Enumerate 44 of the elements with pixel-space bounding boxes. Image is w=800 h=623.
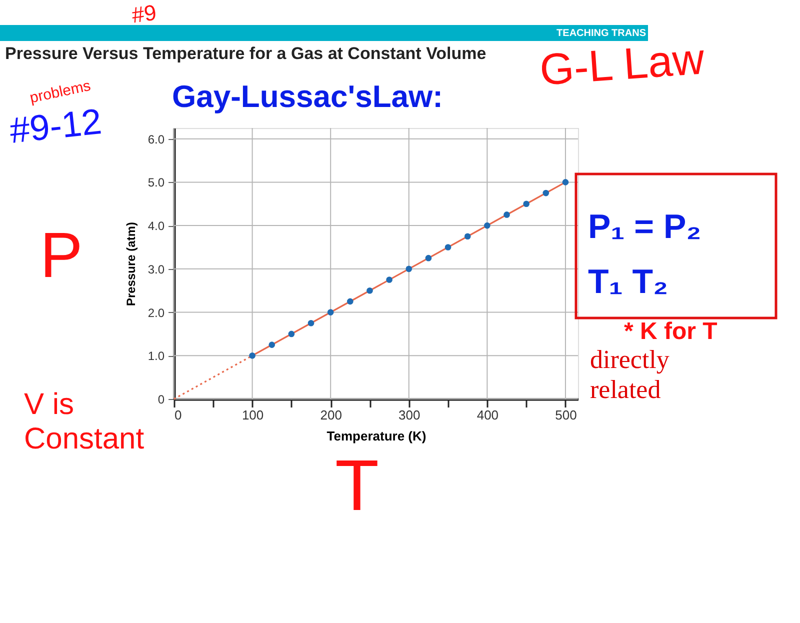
point bbox=[523, 200, 530, 208]
point bbox=[249, 352, 256, 359]
y-tick-label: 3.0 bbox=[148, 262, 165, 276]
point bbox=[504, 212, 510, 218]
y-tick-label: 1.0 bbox=[148, 349, 165, 364]
x-tick-label: 300 bbox=[398, 408, 420, 422]
y-tick-label: 4.0 bbox=[148, 219, 165, 234]
point bbox=[464, 233, 471, 240]
y-tick-label: 6.0 bbox=[148, 132, 165, 146]
text: problems bbox=[28, 77, 92, 107]
text: * K for T bbox=[624, 318, 718, 345]
chart-subtitle: Gay-Lussac'sLaw: bbox=[172, 79, 443, 114]
point bbox=[308, 320, 314, 326]
point bbox=[484, 222, 490, 229]
text: T bbox=[335, 446, 379, 526]
point bbox=[444, 244, 452, 250]
point bbox=[562, 179, 569, 186]
y-axis-title: Pressure (atm) bbox=[124, 222, 138, 306]
point bbox=[366, 287, 373, 294]
point bbox=[347, 298, 354, 305]
x-tick-label: 0 bbox=[174, 408, 182, 422]
text: #9 bbox=[130, 0, 158, 28]
x-tick-label: 400 bbox=[476, 408, 499, 422]
y-tick-label: 2.0 bbox=[148, 306, 165, 320]
text: P₁ = P₂ bbox=[588, 208, 702, 246]
point bbox=[406, 266, 412, 272]
x-tick-label: 500 bbox=[555, 408, 577, 422]
x-tick-label: 200 bbox=[320, 408, 342, 422]
text: TEACHING TRANS bbox=[556, 28, 646, 39]
point bbox=[268, 342, 276, 348]
point bbox=[386, 276, 392, 283]
point bbox=[425, 254, 432, 262]
y-tick-label: 0 bbox=[158, 392, 165, 406]
x-axis-title: Temperature (K) bbox=[326, 428, 426, 444]
point bbox=[327, 309, 334, 316]
text: P bbox=[40, 219, 83, 291]
chart-title: Pressure Versus Temperature for a Gas at Constant Volume bbox=[5, 44, 486, 63]
y-tick-label: 5.0 bbox=[148, 176, 165, 190]
text: T₁ T₂ bbox=[588, 263, 668, 301]
x-tick-label: 100 bbox=[242, 408, 264, 422]
point bbox=[542, 190, 550, 196]
text: V is Constant bbox=[24, 388, 145, 456]
text: directly related bbox=[590, 345, 670, 404]
point bbox=[288, 330, 295, 338]
